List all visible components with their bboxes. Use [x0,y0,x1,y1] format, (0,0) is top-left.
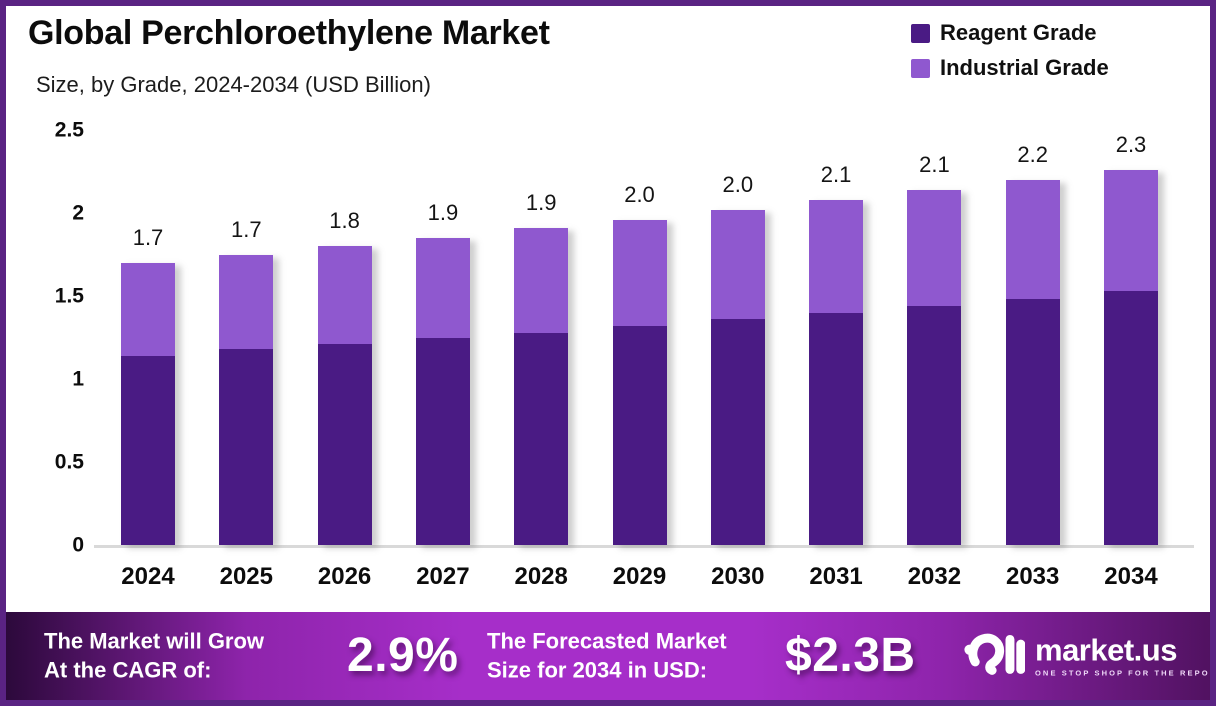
x-axis-label: 2031 [809,563,863,590]
market-us-logo-icon [963,629,1026,684]
bar-total-label: 2.0 [722,171,754,197]
stacked-bar-2028 [514,227,569,545]
bar-total-label: 2.2 [1017,141,1048,167]
cagr-label-line2: At the CAGR of: [44,657,212,682]
legend-item-industrial-grade: Industrial Grade [911,55,1109,81]
bar-total-label: 2.0 [624,181,655,207]
reagent-grade-segment [809,312,864,545]
market-us-logo-text: market.us ONE STOP SHOP FOR THE REPORTS [1035,632,1216,678]
footer-banner: The Market will Grow At the CAGR of: 2.9… [6,612,1210,700]
x-axis-label: 2028 [514,563,568,590]
legend-label: Reagent Grade [940,20,1097,45]
bar-total-label: 1.9 [525,189,557,215]
x-axis-label: 2025 [219,563,273,590]
bar-total-label: 1.7 [231,216,262,242]
reagent-grade-segment [514,332,569,545]
x-axis-label: 2033 [1005,563,1060,590]
industrial-grade-segment [907,189,962,306]
industrial-grade-segment [710,209,765,320]
reagent-grade-segment [317,344,372,545]
x-axis-label: 2030 [711,563,765,590]
y-axis-label: 0.5 [54,450,84,474]
y-axis-label: 2.5 [54,118,84,142]
forecast-label: The Forecasted Market Size for 2034 in U… [487,627,727,684]
industrial-grade-segment [809,199,864,313]
x-axis-label: 2026 [317,563,372,590]
bar-total-label: 2.1 [820,161,852,187]
x-axis-label: 2034 [1104,563,1158,590]
bar-total-label: 1.9 [427,199,459,225]
legend-label: Industrial Grade [940,55,1109,80]
industrial-grade-segment [1005,179,1060,300]
industrial-grade-segment [219,254,274,350]
forecast-label-line1: The Forecasted Market [487,628,727,654]
industrial-grade-segment [415,237,470,338]
reagent-grade-segment [415,337,470,545]
reagent-grade-segment [612,325,667,545]
reagent-grade-segment [1005,299,1060,545]
page-title: Global Perchloroethylene Market [28,14,550,52]
bar-total-label: 2.3 [1115,131,1147,157]
plot-area: 1.7 2024 1.7 2025 1.8 2026 1.9 2027 1.9 2028 2.0 20… [94,124,1194,589]
bar-total-label: 2.1 [919,151,950,177]
industrial-grade-segment [121,262,175,356]
reagent-grade-swatch-icon [911,23,930,43]
x-axis-label: 2027 [416,563,470,590]
x-axis-label: 2032 [907,563,962,590]
stacked-bar-2025 [219,254,274,546]
industrial-grade-segment [1104,169,1158,292]
bar-total-label: 1.8 [329,208,360,234]
industrial-grade-segment [514,227,569,333]
y-axis-label: 2 [72,201,84,225]
stacked-bar-2024 [121,262,175,545]
industrial-grade-swatch-icon [911,58,930,78]
y-axis: 0 0.5 1 1.5 2 2.5 [18,120,84,556]
logo-name: market.us [1035,632,1177,668]
industrial-grade-segment [317,246,372,345]
logo-tagline: ONE STOP SHOP FOR THE REPORTS [1035,668,1216,678]
bar-total-label: 1.7 [132,224,164,250]
cagr-label: The Market will Grow At the CAGR of: [44,627,264,684]
stacked-bar-2030 [710,209,765,545]
legend-item-reagent-grade: Reagent Grade [911,20,1109,46]
stacked-bar-2026 [317,246,372,545]
y-axis-label: 0 [72,533,84,557]
x-axis-label: 2024 [121,563,175,590]
y-axis-label: 1.5 [54,284,84,308]
reagent-grade-segment [1104,291,1158,545]
stacked-bar-2027 [415,237,470,545]
stacked-bar-2034 [1104,169,1158,545]
reagent-grade-segment [121,355,175,545]
cagr-value: 2.9% [347,629,459,682]
stacked-bar-2031 [809,199,864,545]
cagr-label-line1: The Market will Grow [44,628,265,654]
y-axis-label: 1 [72,367,84,391]
stacked-bar-2033 [1005,179,1060,545]
forecast-label-line2: Size for 2034 in USD: [487,657,708,682]
reagent-grade-segment [219,349,274,545]
x-axis-label: 2029 [612,563,667,590]
page-subtitle: Size, by Grade, 2024-2034 (USD Billion) [36,72,431,97]
reagent-grade-segment [710,319,765,545]
legend: Reagent Grade Industrial Grade [911,20,1109,81]
reagent-grade-segment [907,305,962,545]
stacked-bar-2032 [907,189,962,545]
industrial-grade-segment [612,219,667,326]
forecast-value: $2.3B [785,629,916,682]
market-us-logo: market.us ONE STOP SHOP FOR THE REPORTS [963,629,1216,684]
stacked-bar-2029 [612,219,667,545]
